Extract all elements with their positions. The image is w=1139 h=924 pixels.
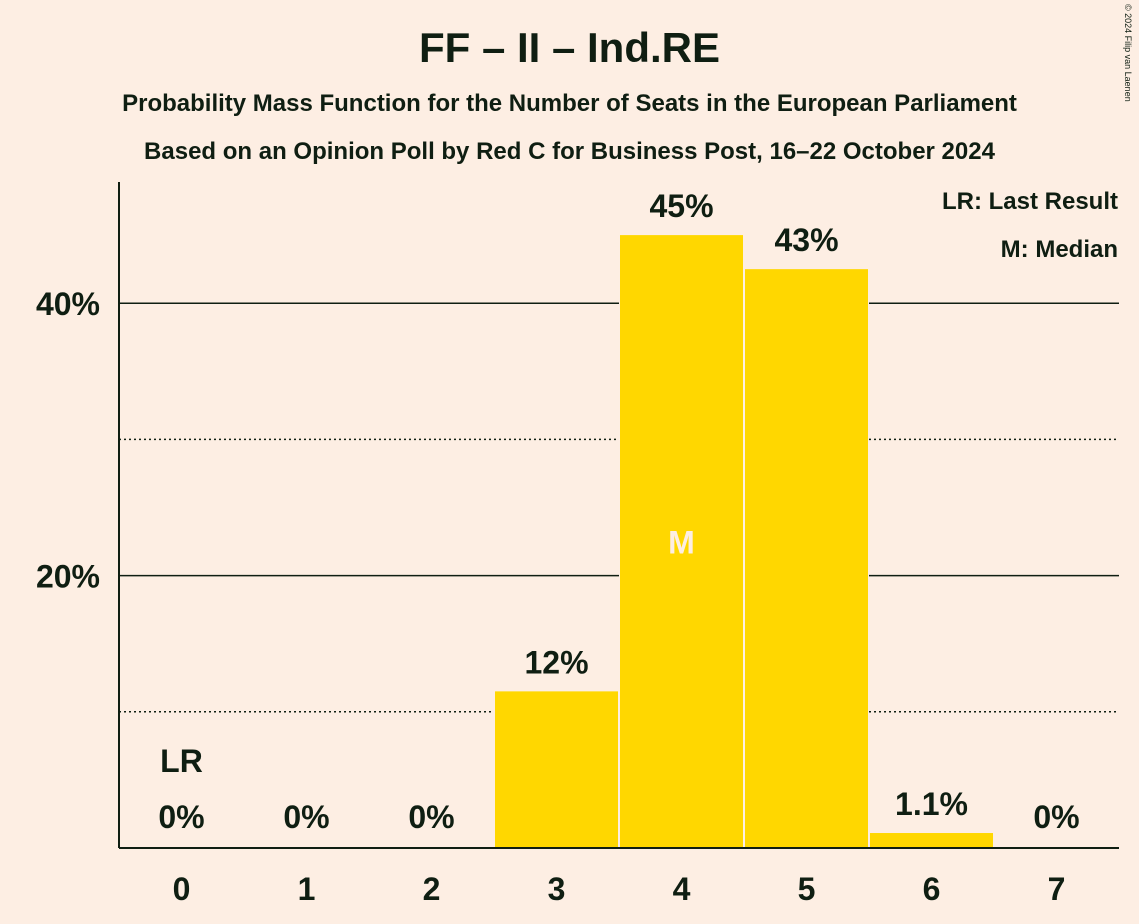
bar [495, 691, 618, 848]
x-tick-label: 4 [673, 871, 691, 907]
bar [745, 269, 868, 848]
x-tick-label: 2 [423, 871, 441, 907]
data-labels: 0% 0 LR 0% 1 0% 2 12% 3 45% 4 M 43% 5 1.1% 6 0% 7 [158, 188, 1079, 907]
last-result-marker: LR [160, 743, 203, 779]
x-tick-label: 7 [1048, 871, 1066, 907]
x-tick-label: 3 [548, 871, 566, 907]
chart-title: FF – II – Ind.RE [418, 24, 721, 71]
bar [620, 235, 743, 849]
data-label: 0% [283, 799, 329, 835]
legend-median: M: Median [1001, 236, 1118, 263]
data-label: 45% [649, 188, 713, 224]
chart-subtitle: Probability Mass Function for the Number… [122, 90, 1017, 117]
data-label: 0% [158, 799, 204, 835]
bars [494, 235, 994, 849]
y-tick-label: 20% [36, 559, 100, 595]
data-label: 0% [1033, 799, 1079, 835]
data-label: 43% [774, 222, 838, 258]
x-tick-label: 5 [798, 871, 816, 907]
x-tick-label: 6 [923, 871, 941, 907]
x-tick-label: 1 [298, 871, 316, 907]
x-tick-label: 0 [173, 871, 191, 907]
chart-source-subtitle: Based on an Opinion Poll by Red C for Bu… [144, 138, 995, 165]
legend-last-result: LR: Last Result [942, 188, 1118, 215]
median-marker: M [668, 525, 695, 561]
bar [870, 833, 993, 848]
axes [118, 182, 1119, 849]
data-label: 1.1% [895, 786, 968, 822]
data-label: 0% [408, 799, 454, 835]
y-tick-label: 40% [36, 286, 100, 322]
data-label: 12% [524, 644, 588, 680]
